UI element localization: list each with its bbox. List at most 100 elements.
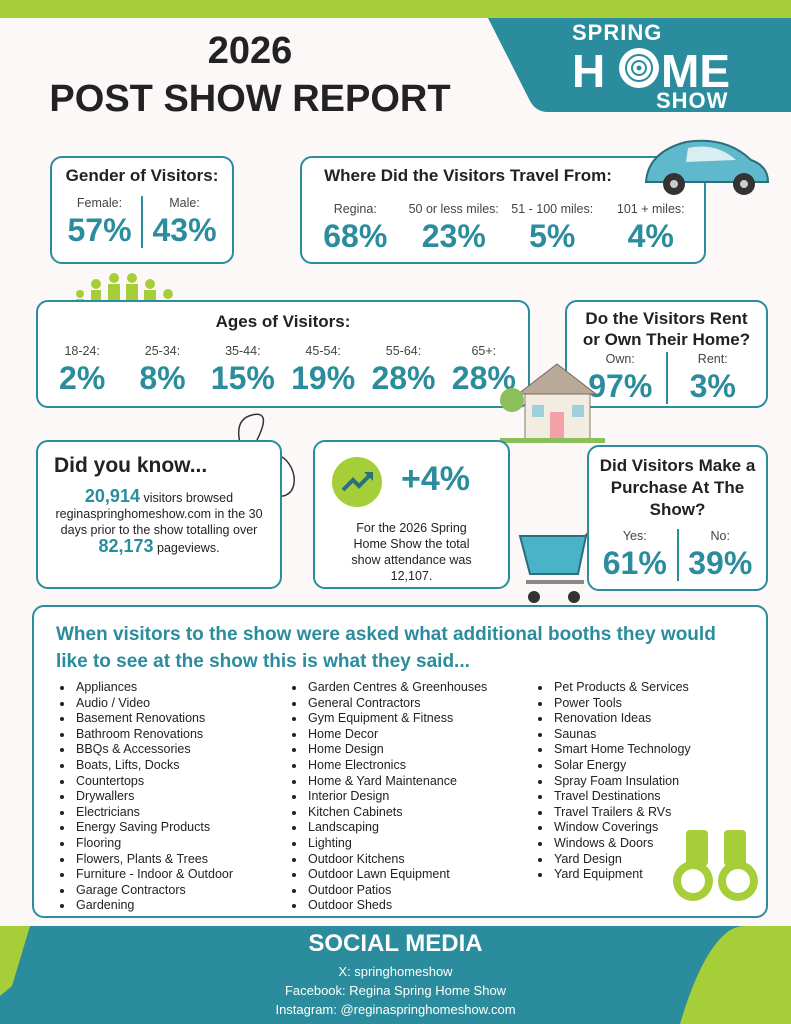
stat: Female: 57% <box>58 196 141 248</box>
booth-list: Pet Products & ServicesPower ToolsRenova… <box>536 680 691 883</box>
box-title: Did you know... <box>54 454 208 477</box>
stat-value: 39% <box>688 545 753 581</box>
booth-item: Drywallers <box>74 789 233 805</box>
stat-value: 4% <box>627 218 674 254</box>
stats: Yes: 61% No: 39% <box>593 529 762 581</box>
stats: Female: 57% Male: 43% <box>58 196 226 248</box>
visitors-count: 20,914 <box>84 486 140 506</box>
stat-value: 68% <box>323 218 388 254</box>
booth-item: Travel Trailers & RVs <box>552 805 691 821</box>
stat-value: 5% <box>529 218 576 254</box>
car-illustration <box>644 139 770 195</box>
stat-value: 19% <box>291 360 356 396</box>
stat: No: 39% <box>676 529 763 581</box>
box-title: Gender of Visitors: <box>65 166 219 185</box>
stat-value: 2% <box>59 360 106 396</box>
stat: Rent: 3% <box>665 352 759 404</box>
booth-item: Landscaping <box>306 820 487 836</box>
booth-item: Pet Products & Services <box>552 680 691 696</box>
booth-item: Electricians <box>74 805 233 821</box>
stat-label: 25-34: <box>144 344 181 358</box>
text: pageviews. <box>157 541 220 555</box>
booth-item: Countertops <box>74 774 233 790</box>
booth-item: Kitchen Cabinets <box>306 805 487 821</box>
footer-graphics <box>0 926 791 1024</box>
growth-icon <box>332 457 382 507</box>
stat: 25-34: 8% <box>122 344 202 396</box>
report-year: 2026 <box>207 30 293 72</box>
box-title: Ages of Visitors: <box>215 312 351 331</box>
stat-label: 51 - 100 miles: <box>511 202 594 216</box>
booth-item: Audio / Video <box>74 696 233 712</box>
stat-label: Female: <box>76 196 123 210</box>
booth-item: Power Tools <box>552 696 691 712</box>
booth-item: Home Decor <box>306 727 487 743</box>
booths-box: When visitors to the show were asked wha… <box>32 605 768 918</box>
booth-item: Appliances <box>74 680 233 696</box>
booth-item: Outdoor Kitchens <box>306 852 487 868</box>
stat: 50 or less miles: 23% <box>405 202 504 254</box>
stat-label: 55-64: <box>385 344 422 358</box>
stat-label: 50 or less miles: <box>408 202 499 216</box>
social-line: X: springhomeshow <box>338 964 453 979</box>
stats: Regina: 68% 50 or less miles: 23% 51 - 100 m… <box>306 202 700 254</box>
booth-item: Travel Destinations <box>552 789 691 805</box>
stat-label: 101 + miles: <box>616 202 685 216</box>
attendance-change: +4% <box>401 460 470 498</box>
stat: 51 - 100 miles: 5% <box>503 202 602 254</box>
booth-item: Saunas <box>552 727 691 743</box>
stat: Yes: 61% <box>593 529 677 581</box>
logo-flower-ring <box>631 60 647 76</box>
stat-label: Rent: <box>697 352 728 366</box>
stat-value: 28% <box>451 360 516 396</box>
box-title: Where Did the Visitors Travel From: <box>324 166 612 185</box>
header-graphics <box>488 18 791 112</box>
booth-list: AppliancesAudio / VideoBasement Renovati… <box>58 680 233 914</box>
box-title: Did Visitors Make a Purchase At The Show… <box>599 456 756 519</box>
stat-value: 8% <box>139 360 186 396</box>
booth-item: Flooring <box>74 836 233 852</box>
booth-item: Energy Saving Products <box>74 820 233 836</box>
stat: 55-64: 28% <box>363 344 443 396</box>
stats: 18-24: 2% 25-34: 8% 35-44: 15% 45-54: 19% 55-64:… <box>42 344 524 396</box>
booth-item: Gardening <box>74 898 233 914</box>
booth-item: Yard Design <box>552 852 691 868</box>
booth-item: Home Design <box>306 742 487 758</box>
stat: 18-24: 2% <box>42 344 122 396</box>
social-line: Instagram: @reginaspringhomeshow.com <box>275 1002 516 1017</box>
booth-item: Outdoor Lawn Equipment <box>306 867 487 883</box>
booth-item: Boats, Lifts, Docks <box>74 758 233 774</box>
social-line: Facebook: Regina Spring Home Show <box>284 983 507 998</box>
booth-item: Interior Design <box>306 789 487 805</box>
booth-item: Outdoor Sheds <box>306 898 487 914</box>
booth-item: Bathroom Renovations <box>74 727 233 743</box>
logo-flower-center <box>636 65 642 71</box>
booth-item: Garden Centres & Greenhouses <box>306 680 487 696</box>
booths-title: When visitors to the show were asked wha… <box>56 624 716 672</box>
stat: 65+: 28% <box>444 344 524 396</box>
top-bar <box>0 0 791 18</box>
booth-item: Home & Yard Maintenance <box>306 774 487 790</box>
booth-item: Window Coverings <box>552 820 691 836</box>
booth-item: General Contractors <box>306 696 487 712</box>
stat-label: 18-24: <box>64 344 100 358</box>
stat-label: No: <box>710 529 730 543</box>
stat-label: Yes: <box>622 529 647 543</box>
stat-value: 61% <box>602 545 667 581</box>
purchase-box: Did Visitors Make a Purchase At The Show… <box>587 445 768 591</box>
did-you-know-text: 20,914 visitors browsed reginaspringhome… <box>50 486 268 556</box>
home-box: Do the Visitors Rent or Own Their Home? … <box>565 300 768 408</box>
booth-list: Garden Centres & GreenhousesGeneral Cont… <box>290 680 487 914</box>
logo-right: ME <box>661 45 730 97</box>
attendance-box: +4% For the 2026 Spring Home Show the to… <box>313 440 510 589</box>
booth-item: Windows & Doors <box>552 836 691 852</box>
stat: 45-54: 19% <box>283 344 363 396</box>
box-title: Do the Visitors Rent or Own Their Home? <box>582 309 751 349</box>
booth-item: BBQs & Accessories <box>74 742 233 758</box>
booth-item: Basement Renovations <box>74 711 233 727</box>
stat-value: 97% <box>588 368 653 404</box>
stat-value: 3% <box>689 368 736 404</box>
logo-flower-ring <box>625 54 653 82</box>
logo-bottom: SHOW <box>656 88 729 113</box>
